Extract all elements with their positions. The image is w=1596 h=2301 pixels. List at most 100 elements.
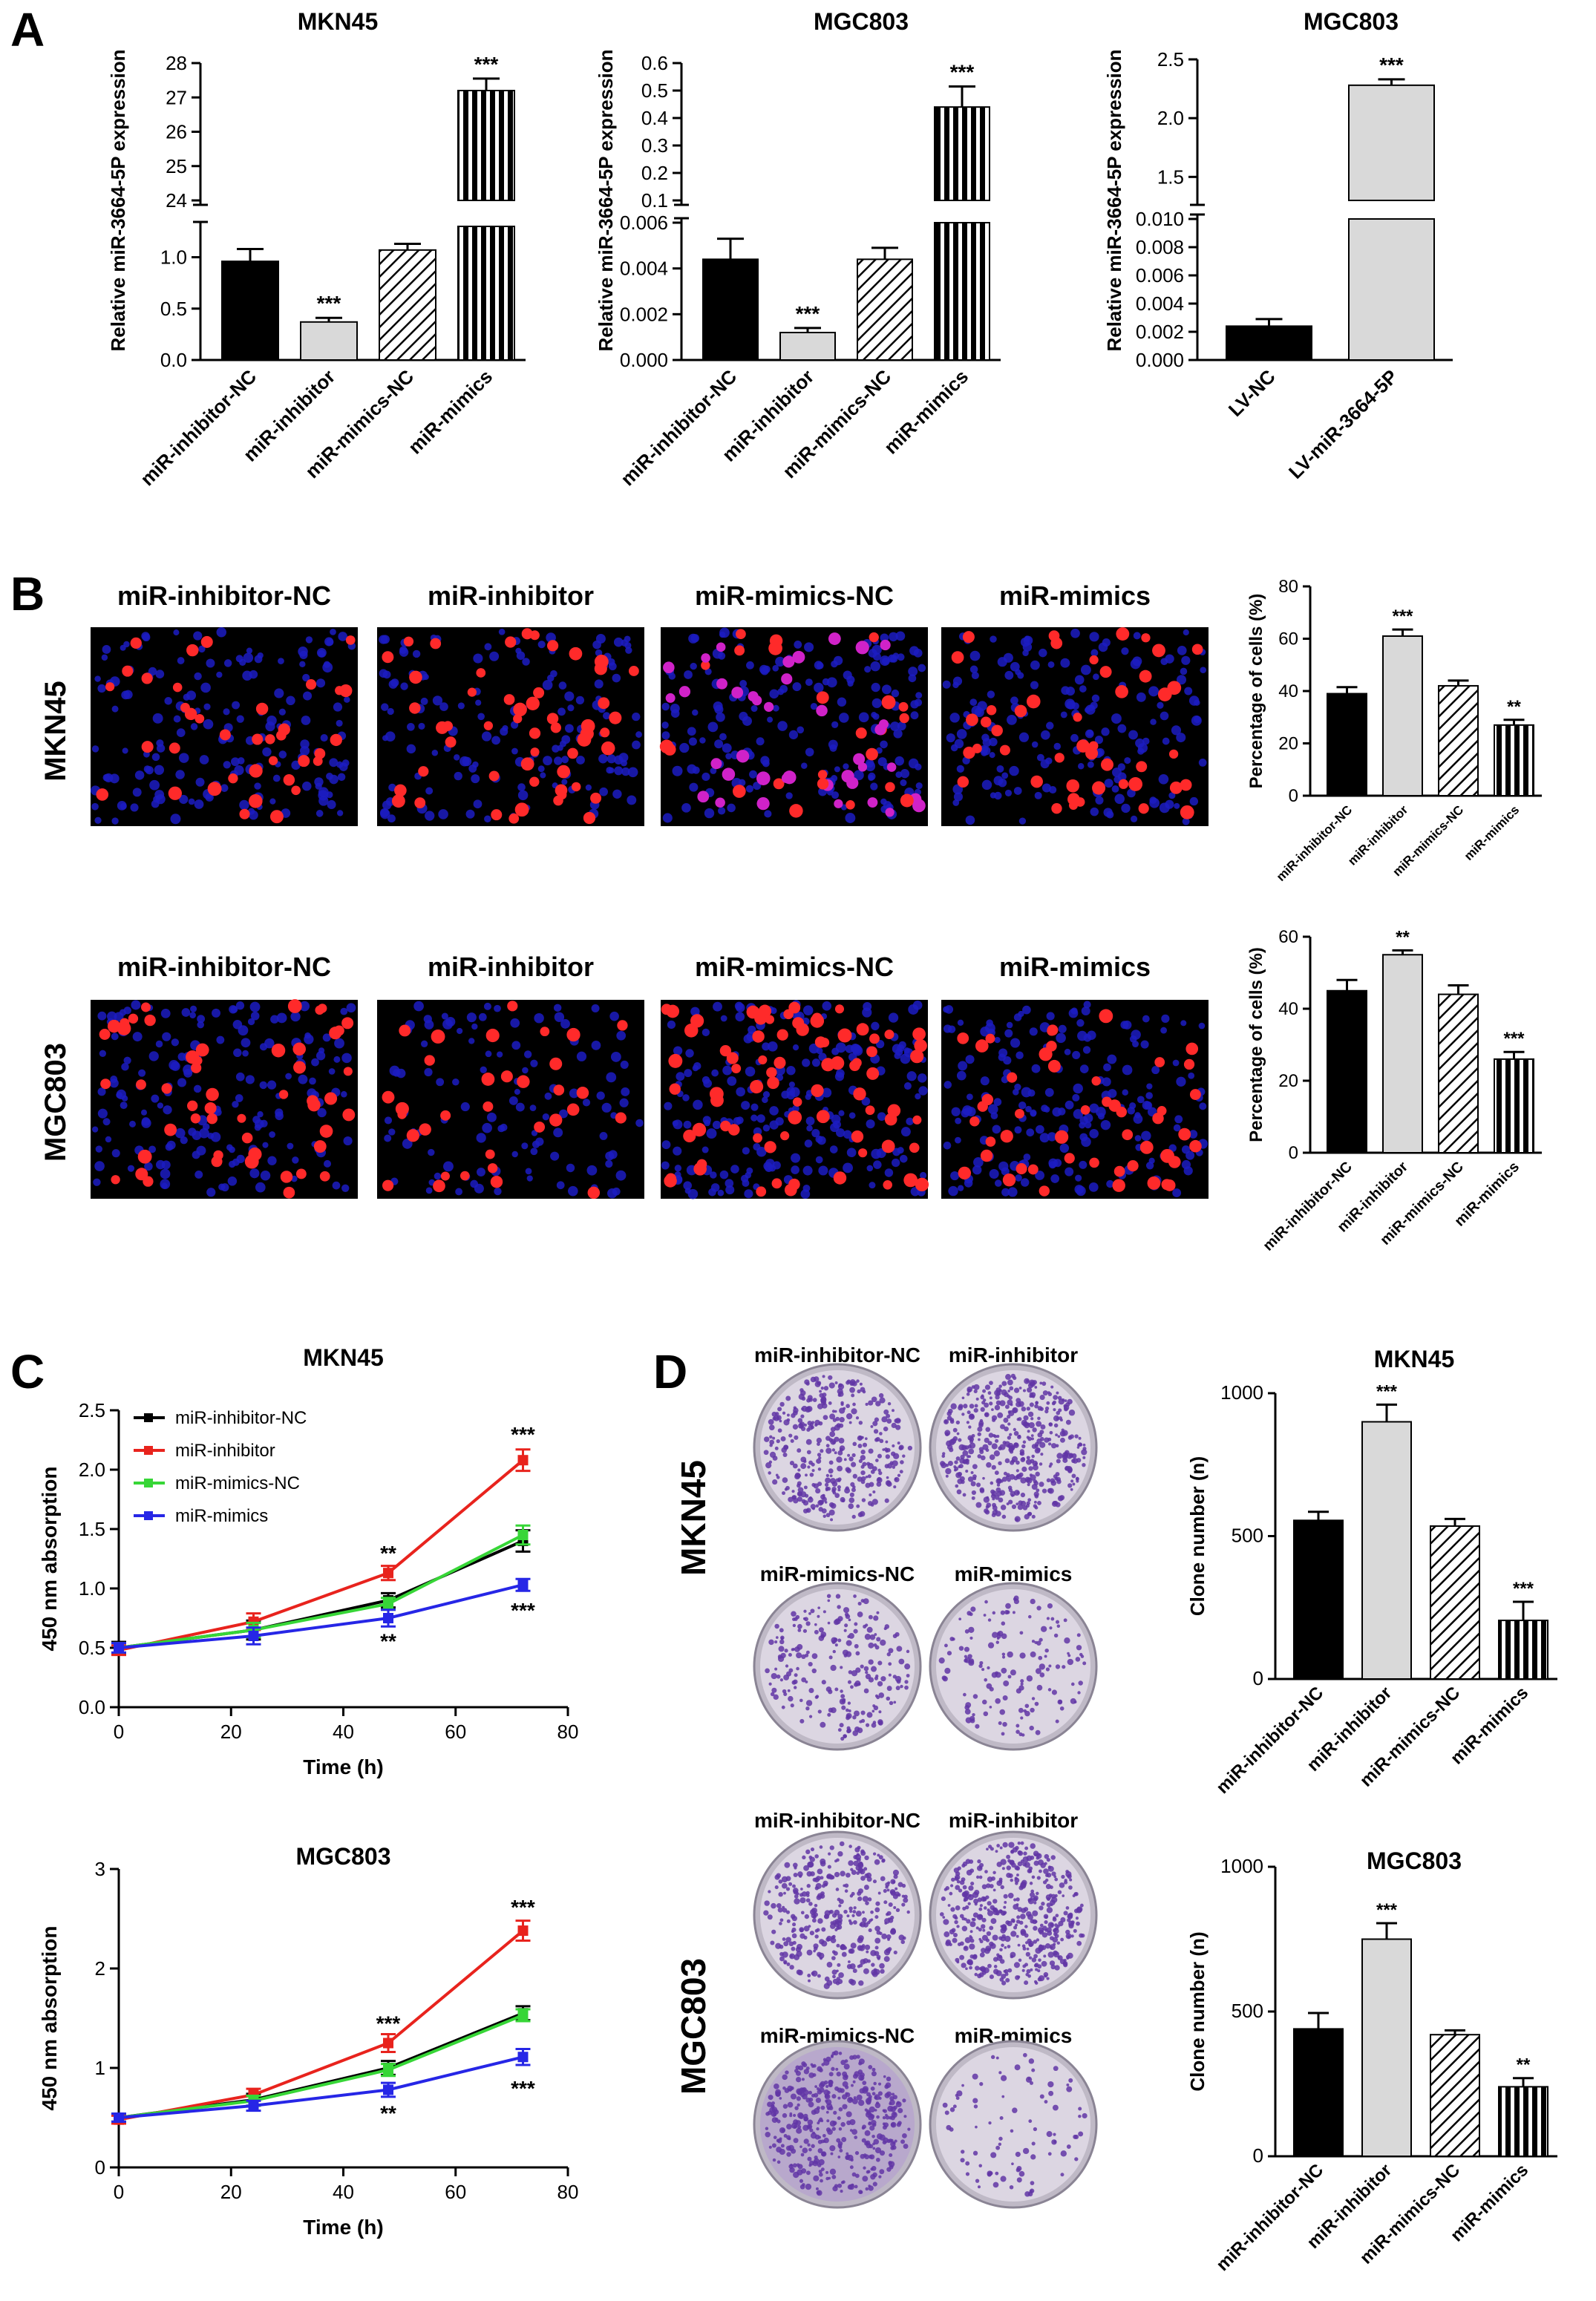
colony [802, 2062, 808, 2068]
colony [985, 1938, 990, 1942]
colony [856, 2055, 860, 2059]
nucleus-dapi [785, 792, 793, 799]
nucleus-dapi [1149, 796, 1157, 805]
colony [783, 1419, 790, 1426]
nucleus-dapi [199, 755, 209, 765]
colony [944, 1667, 951, 1675]
colony [1031, 1697, 1036, 1701]
colony [1001, 1934, 1006, 1939]
nucleus-dapi [895, 771, 903, 779]
nucleus-dapi [1121, 647, 1129, 655]
colony [847, 1701, 851, 1705]
colony [791, 1927, 797, 1932]
nucleus-dapi [338, 632, 347, 641]
nucleus-dapi [471, 774, 480, 784]
colony [882, 2122, 886, 2126]
colony [1012, 2107, 1018, 2113]
colony [871, 1709, 875, 1713]
colony [806, 1870, 812, 1877]
colony [767, 1914, 773, 1920]
nucleus-edu [855, 727, 867, 739]
colony [1031, 1640, 1036, 1643]
nucleus-dapi [1158, 773, 1169, 785]
nucleus-dapi [736, 1087, 745, 1097]
colony [906, 1674, 910, 1678]
nucleus-dapi [717, 1189, 725, 1197]
colony [1022, 1946, 1027, 1951]
nucleus-dapi [483, 1002, 491, 1010]
colony [788, 1496, 794, 1502]
colony [999, 1977, 1004, 1982]
nucleus-dapi [232, 701, 241, 710]
colony [837, 1465, 843, 1472]
colony [1057, 1395, 1062, 1401]
nucleus-dapi [382, 735, 389, 742]
nucleus-dapi [141, 632, 150, 641]
colony [794, 1954, 800, 1960]
colony [993, 1450, 1001, 1457]
colony [897, 1418, 901, 1422]
nucleus-dapi [889, 655, 898, 663]
colony [1007, 1485, 1013, 1490]
colony [817, 2066, 822, 2072]
colony [831, 1637, 837, 1644]
nucleus-edu [766, 1067, 777, 1079]
colony [893, 1485, 897, 1489]
colony [808, 1925, 811, 1928]
colony [963, 1404, 968, 1409]
nucleus-dapi [1137, 1096, 1145, 1104]
nucleus-edu [248, 793, 263, 808]
colony [1000, 1424, 1005, 1430]
nucleus-edu [816, 691, 829, 704]
colony [1042, 1925, 1047, 1931]
x-tick-label: 80 [557, 2181, 579, 2203]
nucleus-dapi [1174, 1115, 1183, 1124]
nucleus-dapi [736, 1003, 745, 1012]
colony-dish-photo [929, 1830, 1098, 2000]
nucleus-dapi [206, 1188, 216, 1197]
nucleus-dapi [382, 670, 391, 679]
colony [1008, 1499, 1013, 1505]
colony [774, 1667, 778, 1671]
colony [779, 2148, 785, 2156]
colony [1001, 1980, 1007, 1986]
colony [782, 2112, 788, 2118]
nucleus-edu [553, 1084, 565, 1096]
nucleus-edu [219, 729, 231, 741]
colony [787, 1689, 791, 1692]
nucleus-dapi [845, 1044, 854, 1053]
colony [1067, 1436, 1073, 1440]
nucleus-dapi [515, 1102, 525, 1112]
nucleus-dapi [956, 1070, 967, 1081]
nucleus-dapi [311, 1058, 319, 1067]
nucleus-dapi [595, 649, 603, 657]
colony [1033, 1860, 1039, 1866]
colony [1051, 1689, 1057, 1695]
nucleus-dapi [183, 693, 190, 701]
nucleus-edu [187, 1100, 198, 1111]
x-axis-label: Time (h) [303, 2216, 383, 2239]
colony [1078, 2114, 1082, 2118]
colony [1004, 1441, 1010, 1447]
colony [868, 1448, 874, 1454]
colony [819, 1939, 825, 1945]
colony [831, 1969, 837, 1975]
colony [1050, 1922, 1054, 1927]
significance-marker: *** [1379, 53, 1404, 76]
colony [845, 1467, 851, 1473]
colony [1005, 1603, 1011, 1609]
nucleus-edu [980, 1149, 993, 1162]
colony [961, 1396, 965, 1400]
colony [859, 1510, 866, 1517]
nucleus-dapi [242, 1050, 249, 1057]
colony-dish-photo [753, 1582, 922, 1751]
colony [1016, 1469, 1019, 1473]
colony [1030, 1598, 1036, 1605]
nucleus-dapi [384, 1116, 393, 1125]
colony [805, 2097, 811, 2103]
colony [877, 2091, 883, 2096]
colony [871, 1963, 875, 1967]
colony [874, 1925, 880, 1932]
significance-marker: *** [1513, 1579, 1534, 1599]
colony [991, 1464, 996, 1470]
